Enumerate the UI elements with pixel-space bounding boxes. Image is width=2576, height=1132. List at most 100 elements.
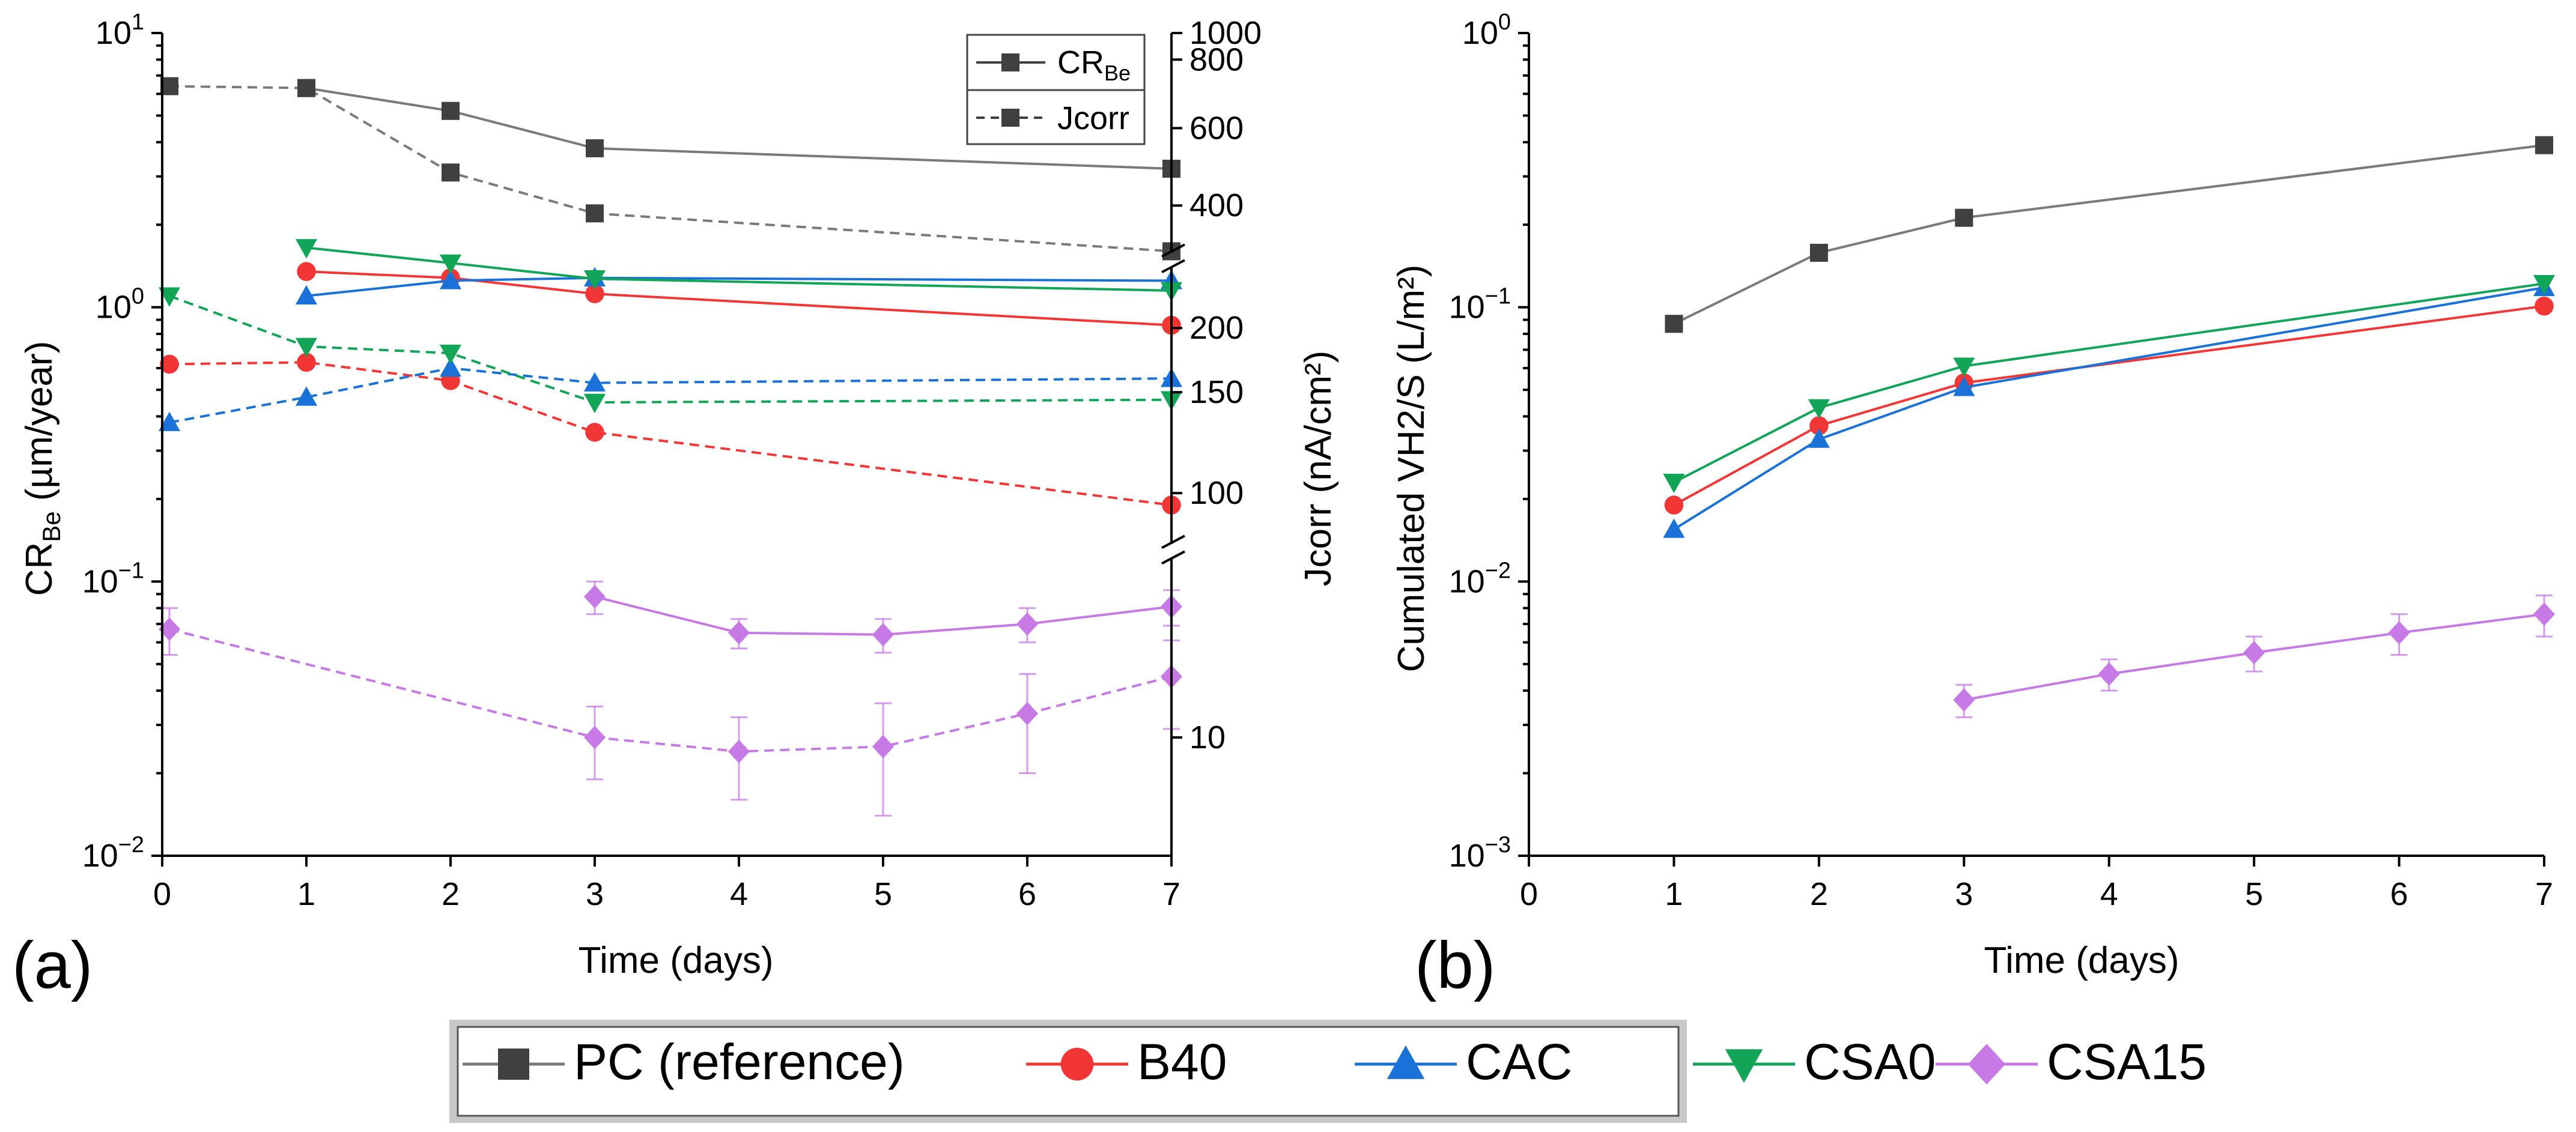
- panel-a-x-tick-label: 4: [730, 876, 748, 912]
- panel-a-series-csa0-jcorr: [159, 287, 1182, 414]
- panel-a-point-csa15: [728, 621, 750, 645]
- panel-a-line: [306, 270, 1172, 327]
- inner-legend-jcorr-label: Jcorr: [1057, 100, 1129, 136]
- legend-label: CAC: [1466, 1034, 1572, 1090]
- panel-b-point-pc: [1955, 208, 1973, 227]
- panel-a-series-csa0-crbe: [296, 239, 1182, 301]
- panel-a-point-pc: [442, 101, 460, 120]
- panel-a-axis-break-mark: [1161, 550, 1185, 565]
- panel-a-point-csa15: [584, 585, 606, 609]
- panel-b-axes: 0 1 2 3 4 5 6 7 100 10−1 10−2 10−3: [1449, 10, 2553, 912]
- panel-a-point-b40: [297, 353, 316, 372]
- panel-a-x-axis-label: Time (days): [579, 940, 774, 981]
- panel-a-point-pc: [586, 204, 604, 223]
- panel-b-x-tick-label: 2: [1810, 876, 1828, 912]
- panel-a-point-csa0: [296, 337, 317, 357]
- legend-item-csa0: CSA0: [1693, 1034, 1936, 1090]
- panel-b-line: [1673, 144, 2545, 325]
- panel-a-point-b40: [160, 354, 179, 374]
- panel-a-point-b40: [585, 423, 604, 442]
- panel-b-x-tick-label: 0: [1520, 876, 1538, 912]
- panel-a-point-cac: [159, 411, 180, 431]
- panel-b-point-pc: [1665, 315, 1683, 333]
- legend-marker-cac: [1387, 1045, 1425, 1079]
- panel-b-x-tick-label: 7: [2535, 876, 2553, 912]
- panel-b-x-tick-label: 5: [2245, 876, 2263, 912]
- panel-b-y-tick-label: 100: [1462, 10, 1511, 51]
- panel-a-series-b40-jcorr: [160, 353, 1181, 515]
- panel-b-point-csa0: [2533, 274, 2555, 295]
- panel-b-point-csa15: [2388, 621, 2410, 645]
- panel-a-line: [306, 276, 1172, 297]
- panel-a-x-tick-label: 0: [153, 876, 171, 912]
- panel-a-point-pc: [297, 79, 315, 97]
- panel-a-series-cac-crbe: [296, 267, 1182, 305]
- panel-a-y-tick-label: 100: [96, 284, 144, 325]
- panel-a-line: [169, 294, 1172, 404]
- panel-a-secondary-y-tick-label: 150: [1189, 374, 1244, 410]
- panel-a-x-tick-label: 3: [586, 876, 604, 912]
- panel-a-point-csa0: [440, 344, 461, 365]
- panel-a-secondary-y-tick-label: 400: [1189, 187, 1244, 223]
- panel-a-point-csa15: [1016, 701, 1038, 725]
- panel-b-point-b40: [1664, 495, 1684, 515]
- panel-a-series-cac-jcorr: [159, 357, 1182, 431]
- panel-a-series: [159, 77, 1182, 817]
- panel-a-point-csa15: [872, 623, 894, 647]
- panel-b-point-pc: [2535, 136, 2553, 154]
- panel-b-x-tick-label: 6: [2390, 876, 2408, 912]
- inner-legend-crbe-label: CRBe: [1057, 44, 1131, 85]
- series-legend: PC (reference) B40 CAC CSA0 CSA15: [449, 1020, 2207, 1123]
- panel-a-label: (a): [12, 928, 93, 1002]
- panel-b-line: [1673, 286, 2545, 531]
- legend-label: CSA15: [2047, 1034, 2207, 1090]
- panel-a-line: [306, 246, 1172, 292]
- panel-a-point-csa0: [296, 239, 317, 259]
- panel-a-series-csa15-jcorr: [159, 607, 1182, 817]
- panel-a-x-tick-label: 5: [874, 876, 892, 912]
- panel-a-point-csa0: [584, 393, 606, 414]
- panel-a-y-tick-label: 10−2: [82, 832, 144, 874]
- panel-a-point-cac: [296, 285, 317, 305]
- panel-b-label: (b): [1415, 928, 1495, 1002]
- panel-b-x-axis-label: Time (days): [1984, 940, 2180, 981]
- panel-b-point-b40: [2535, 296, 2554, 316]
- panel-b-point-cac: [1663, 518, 1685, 538]
- panel-a-point-csa0: [584, 270, 606, 290]
- panel-b-point-csa0: [1808, 399, 1830, 419]
- panel-b-point-cac: [1808, 428, 1830, 448]
- panel-b-point-csa15: [2098, 662, 2120, 686]
- panel-a-series-csa15-crbe: [584, 580, 1182, 654]
- panel-b-y-tick-label: 10−2: [1449, 558, 1511, 599]
- panel-a-axis-break-mark: [1161, 534, 1185, 549]
- panel-a-axis-break-mark: [1161, 243, 1185, 258]
- panel-b-series: [1663, 136, 2555, 718]
- panel-b-y-tick-label: 10−3: [1449, 832, 1511, 874]
- panel-b-series-pc: [1665, 136, 2553, 333]
- legend-item-csa15: CSA15: [1936, 1034, 2207, 1090]
- panel-b-point-pc: [1809, 243, 1828, 262]
- panel-a-point-csa0: [159, 287, 180, 307]
- panel-b-point-csa15: [2243, 641, 2265, 665]
- legend-label: PC (reference): [574, 1034, 905, 1090]
- panel-a-point-cac: [296, 386, 317, 406]
- panel-b-line: [1673, 304, 2545, 506]
- panel-b-series-b40: [1664, 296, 2554, 515]
- panel-b-line: [1673, 282, 2545, 483]
- panel-a-point-b40: [585, 284, 604, 303]
- panel-b-point-csa15: [1953, 688, 1975, 712]
- panel-a-secondary-y-tick-label: 200: [1189, 310, 1244, 346]
- panel-a-point-cac: [440, 357, 461, 377]
- panel-a-line: [306, 86, 1172, 170]
- panel-a-line: [169, 361, 1172, 507]
- panel-b-point-b40: [1809, 416, 1829, 435]
- panel-b-y-axis-label: Cumulated VH2/S (L/m²): [1391, 265, 1432, 673]
- panel-a-line: [169, 628, 1172, 753]
- panel-a-secondary-y-tick-label: 800: [1189, 41, 1244, 77]
- panel-a-x-tick-label: 1: [297, 876, 315, 912]
- legend-label: B40: [1137, 1034, 1227, 1090]
- legend-item-cac: CAC: [1355, 1034, 1572, 1090]
- panel-a-point-csa15: [728, 739, 750, 763]
- panel-b-x-tick-label: 3: [1955, 876, 1973, 912]
